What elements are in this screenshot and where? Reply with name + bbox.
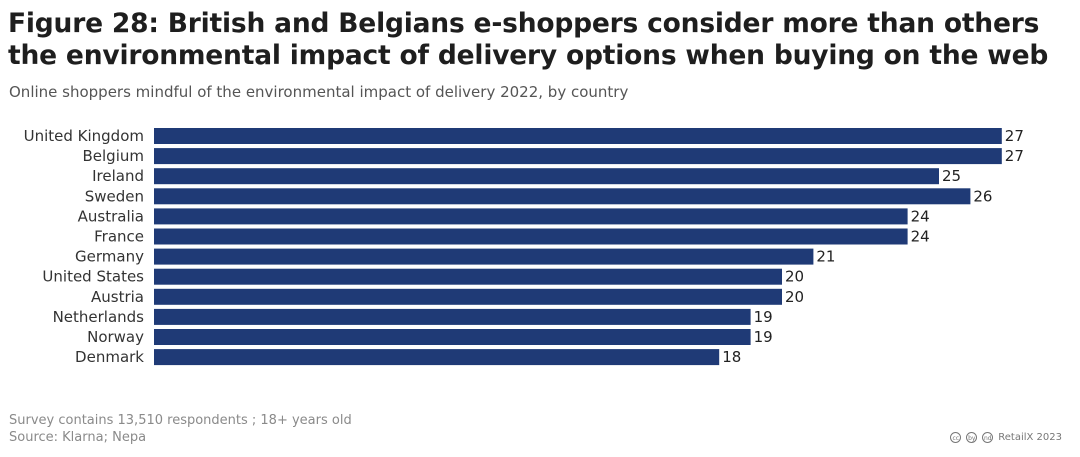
value-label: 19 [754, 328, 773, 346]
category-label: Sweden [85, 187, 144, 205]
bar [154, 329, 751, 345]
bar [154, 188, 971, 205]
value-label: 19 [754, 308, 773, 326]
value-label: 18 [722, 348, 741, 366]
category-label: Denmark [75, 348, 144, 366]
category-label: Ireland [92, 167, 144, 185]
category-label: Germany [75, 248, 144, 266]
credit-text: RetailX 2023 [998, 432, 1062, 443]
value-label: 27 [1005, 127, 1024, 145]
credit: cc by nd RetailX 2023 [950, 432, 1062, 443]
bar [154, 349, 720, 366]
bar [154, 288, 782, 305]
chart-subtitle: Online shoppers mindful of the environme… [9, 83, 629, 101]
bar [154, 228, 908, 245]
source-note: Source: Klarna; Nepa [9, 430, 147, 445]
value-label: 24 [911, 228, 930, 246]
category-label: Norway [87, 328, 144, 346]
survey-note: Survey contains 13,510 respondents ; 18+… [9, 413, 352, 428]
bar [154, 168, 939, 185]
category-label: Austria [91, 288, 144, 306]
attribution-icon: by [966, 432, 978, 443]
value-label: 25 [942, 167, 961, 185]
value-label: 21 [816, 248, 835, 266]
value-label: 26 [973, 187, 992, 205]
value-label: 20 [785, 268, 804, 286]
chart-title: Figure 28: British and Belgians e-shoppe… [8, 8, 1049, 71]
bar [154, 148, 1002, 165]
category-label: Belgium [83, 147, 145, 165]
value-label: 24 [911, 207, 930, 225]
bar [154, 248, 814, 265]
bar [154, 268, 782, 285]
category-label: France [94, 228, 144, 246]
value-label: 27 [1005, 147, 1024, 165]
bar [154, 308, 751, 325]
no-derivatives-icon: nd [982, 432, 994, 443]
bar [154, 208, 908, 225]
bar [154, 128, 1002, 144]
bar-chart: United Kingdom 27 Belgium 27 Ireland 25 Sweden… [24, 127, 1024, 366]
category-label: Australia [78, 207, 144, 225]
category-label: United Kingdom [24, 127, 144, 145]
category-label: Netherlands [53, 308, 145, 326]
cc-license-icon: cc [950, 432, 962, 443]
value-label: 20 [785, 288, 804, 306]
category-label: United States [42, 268, 144, 286]
